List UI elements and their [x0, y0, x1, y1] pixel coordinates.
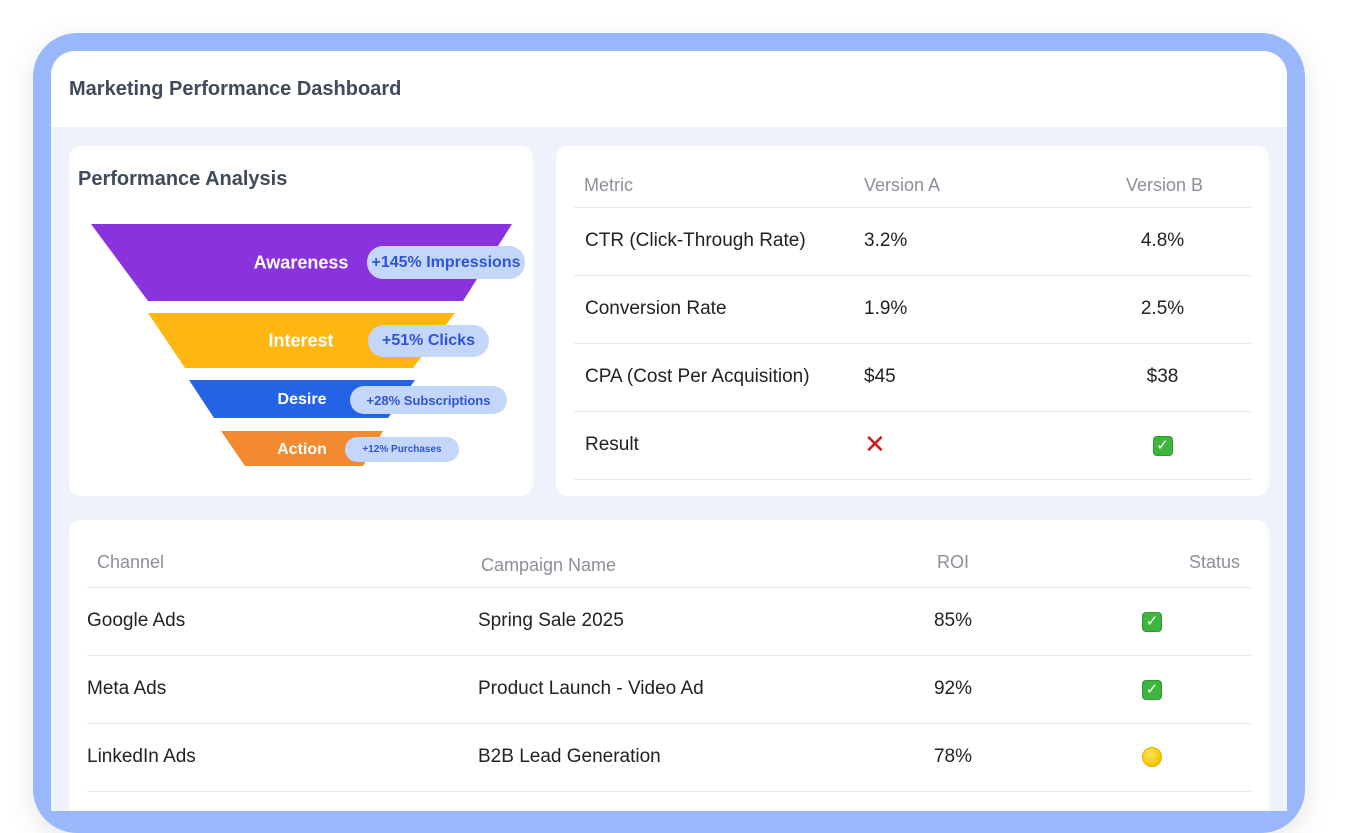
- channel-name: LinkedIn Ads: [87, 723, 478, 792]
- roi-value: 78%: [853, 723, 1053, 792]
- version-a-value: 3.2%: [853, 207, 1078, 276]
- performance-analysis-card: Performance Analysis Awareness +145% Imp…: [69, 146, 533, 496]
- ab-test-table: Metric Version A Version B CTR (Click-Th…: [574, 164, 1251, 480]
- version-b-result: ✓: [1078, 411, 1251, 480]
- column-header-metric: Metric: [574, 164, 853, 208]
- column-header-roi: ROI: [853, 538, 1053, 588]
- metric-name: CTR (Click-Through Rate): [574, 207, 853, 276]
- table-row: LinkedIn Ads B2B Lead Generation 78%: [87, 723, 1251, 792]
- metric-name: CPA (Cost Per Acquisition): [574, 343, 853, 412]
- cross-mark-icon: ✕: [864, 429, 886, 459]
- check-mark-icon: ✓: [1152, 435, 1173, 456]
- table-header-row: Metric Version A Version B: [574, 164, 1251, 208]
- check-mark-icon: ✓: [1142, 611, 1162, 632]
- dashboard-header: Marketing Performance Dashboard: [51, 51, 1287, 127]
- funnel-stage-awareness: [91, 224, 512, 301]
- campaign-name: Product Launch - Video Ad: [478, 655, 853, 724]
- column-header-version-a: Version A: [853, 164, 1078, 208]
- campaign-name: B2B Lead Generation: [478, 723, 853, 792]
- check-mark-icon: ✓: [1142, 679, 1162, 700]
- status-cell: [1053, 723, 1251, 792]
- column-header-campaign-name: Campaign Name: [478, 538, 853, 588]
- table-row: Conversion Rate 1.9% 2.5%: [574, 275, 1251, 344]
- channel-performance-card: Channel Campaign Name ROI Status Google …: [69, 520, 1269, 811]
- campaign-name: Spring Sale 2025: [478, 587, 853, 656]
- yellow-circle-icon: [1142, 746, 1162, 767]
- funnel-title: Performance Analysis: [78, 168, 288, 190]
- table-row: Google Ads Spring Sale 2025 85% ✓: [87, 587, 1251, 656]
- dashboard-window: Marketing Performance Dashboard Performa…: [51, 51, 1287, 811]
- version-a-value: 1.9%: [853, 275, 1078, 344]
- version-a-value: $45: [853, 343, 1078, 412]
- funnel-stage-label: Desire: [277, 391, 327, 408]
- dashboard-title: Marketing Performance Dashboard: [69, 77, 402, 100]
- table-row: CTR (Click-Through Rate) 3.2% 4.8%: [574, 207, 1251, 276]
- funnel-stage-label: Awareness: [253, 252, 349, 273]
- version-b-value: 4.8%: [1078, 207, 1251, 276]
- channel-name: Google Ads: [87, 587, 478, 656]
- funnel-metric-pill: +12% Purchases: [345, 437, 459, 462]
- funnel-stage-label: Interest: [268, 330, 334, 351]
- version-b-value: $38: [1078, 343, 1251, 412]
- version-b-value: 2.5%: [1078, 275, 1251, 344]
- funnel-metric-pill: +51% Clicks: [368, 325, 489, 357]
- version-a-result: ✕: [853, 411, 1078, 480]
- column-header-version-b: Version B: [1078, 164, 1251, 208]
- status-cell: ✓: [1053, 587, 1251, 656]
- roi-value: 85%: [853, 587, 1053, 656]
- metric-name: Conversion Rate: [574, 275, 853, 344]
- column-header-status: Status: [1053, 538, 1251, 588]
- funnel-metric-pill: +145% Impressions: [367, 246, 525, 279]
- funnel-stage-label: Action: [277, 441, 327, 458]
- table-row: CPA (Cost Per Acquisition) $45 $38: [574, 343, 1251, 412]
- funnel-metric-pill: +28% Subscriptions: [350, 386, 507, 414]
- channel-name: Meta Ads: [87, 655, 478, 724]
- table-row: Result ✕ ✓: [574, 411, 1251, 480]
- ab-test-card: Metric Version A Version B CTR (Click-Th…: [556, 146, 1269, 496]
- channel-table: Channel Campaign Name ROI Status Google …: [87, 538, 1251, 792]
- funnel-stage-action: [221, 431, 383, 466]
- roi-value: 92%: [853, 655, 1053, 724]
- table-row: Meta Ads Product Launch - Video Ad 92% ✓: [87, 655, 1251, 724]
- status-cell: ✓: [1053, 655, 1251, 724]
- result-label: Result: [574, 411, 853, 480]
- table-header-row: Channel Campaign Name ROI Status: [87, 538, 1251, 588]
- column-header-channel: Channel: [87, 538, 478, 588]
